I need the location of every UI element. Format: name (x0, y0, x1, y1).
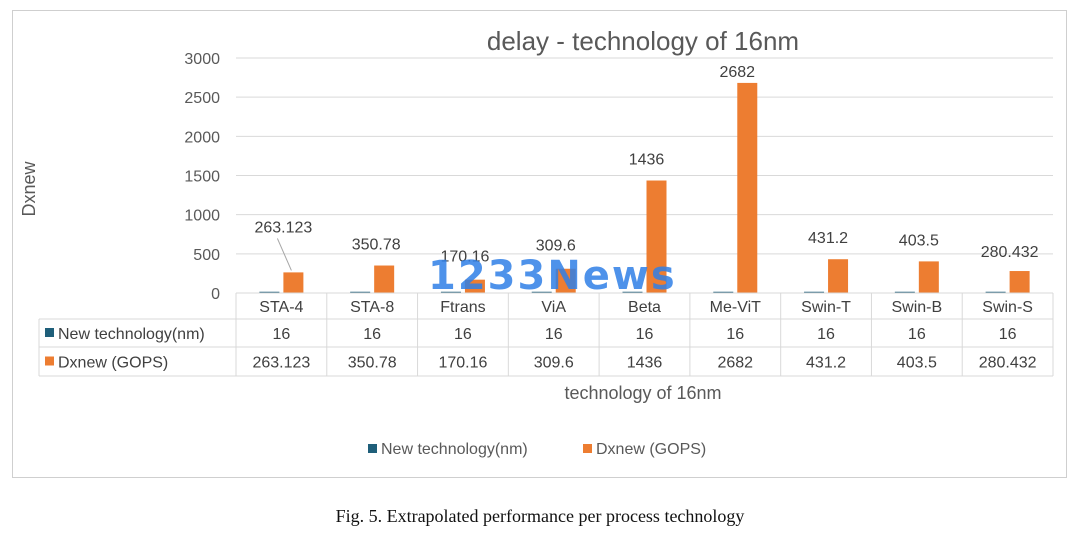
table-cell: 1436 (627, 355, 663, 372)
legend-swatch (583, 444, 592, 453)
table-cell: 16 (363, 326, 381, 343)
data-table: STA-4 STA-8 Ftrans ViA Beta Me-ViT Swin-T Swin-… (38, 292, 1054, 377)
data-label: 350.78 (352, 237, 401, 254)
legend: New technology(nm) Dxnew (GOPS) (368, 441, 706, 458)
x-axis-label: technology of 16nm (564, 383, 721, 403)
table-cell: 431.2 (806, 355, 846, 372)
figure-caption: Fig. 5. Extrapolated performance per pro… (335, 506, 745, 526)
data-label: 2682 (719, 64, 755, 81)
data-label: 263.123 (254, 219, 312, 236)
data-label: 431.2 (808, 230, 848, 247)
data-label: 309.6 (536, 238, 576, 255)
chart-title: delay - technology of 16nm (487, 26, 799, 56)
bar-dxnew (737, 82, 758, 293)
bar-dxnew (374, 265, 395, 293)
bar-new-technology (804, 291, 825, 293)
legend-label: New technology(nm) (381, 441, 528, 458)
bar-new-technology (894, 291, 915, 293)
table-cell: 350.78 (348, 355, 397, 372)
gridlines (236, 57, 1053, 294)
table-cell: 263.123 (252, 355, 310, 372)
bar-chart: delay - technology of 16nm Dxnew 0 500 100… (19, 26, 1054, 458)
bar-new-technology (713, 291, 734, 293)
table-cell: 16 (454, 326, 472, 343)
bar-dxnew (918, 261, 939, 293)
y-axis-ticks: 0 500 1000 1500 2000 2500 3000 (184, 51, 220, 303)
table-cell: 16 (545, 326, 563, 343)
bar-dxnew (464, 279, 485, 293)
data-label: 403.5 (899, 232, 939, 249)
legend-swatch (368, 444, 377, 453)
data-label: 170.16 (440, 249, 489, 266)
legend-label: Dxnew (GOPS) (596, 441, 706, 458)
table-cell: 2682 (717, 355, 753, 372)
table-cell: 16 (999, 326, 1017, 343)
table-legend-key (45, 356, 54, 366)
category-label: Swin-B (891, 299, 942, 316)
y-tick-label: 1500 (184, 169, 220, 186)
table-cell: 16 (908, 326, 926, 343)
table-cell: 280.432 (979, 355, 1037, 372)
bar-new-technology (440, 291, 461, 293)
bar-dxnew (555, 268, 576, 293)
data-label-leader (276, 238, 292, 271)
category-label: Swin-S (982, 299, 1033, 316)
table-legend-key (45, 328, 54, 337)
table-cell: 403.5 (897, 355, 937, 372)
table-cell: 16 (726, 326, 744, 343)
category-label: ViA (541, 299, 566, 316)
y-tick-label: 0 (211, 286, 220, 303)
category-label: Swin-T (801, 299, 851, 316)
y-tick-label: 2000 (184, 129, 220, 146)
y-tick-label: 3000 (184, 51, 220, 68)
table-cell: 170.16 (438, 355, 487, 372)
bar-dxnew (646, 180, 667, 293)
category-label: Ftrans (440, 299, 485, 316)
table-series-name: New technology(nm) (58, 326, 205, 343)
table-cell: 16 (636, 326, 654, 343)
data-labels: 263.123 350.78 170.16 309.6 1436 2682 431.2 403… (254, 64, 1039, 271)
bar-new-technology (259, 291, 280, 293)
watermark-logo: 1233News (428, 253, 677, 299)
bar-dxnew (283, 272, 304, 293)
y-tick-label: 1000 (184, 208, 220, 225)
category-label: STA-8 (350, 299, 394, 316)
bar-dxnew (1009, 271, 1030, 293)
y-axis-label: Dxnew (19, 160, 39, 216)
table-cell: 16 (272, 326, 290, 343)
bar-new-technology (531, 291, 552, 293)
y-tick-label: 500 (193, 247, 220, 264)
bar-dxnew (828, 259, 849, 293)
table-cell: 16 (817, 326, 835, 343)
data-label: 1436 (629, 152, 665, 169)
y-tick-label: 2500 (184, 90, 220, 107)
table-series-name: Dxnew (GOPS) (58, 355, 168, 372)
category-label: Me-ViT (710, 299, 761, 316)
bar-new-technology (350, 291, 371, 293)
bar-new-technology (622, 291, 643, 293)
data-label: 280.432 (981, 244, 1039, 261)
table-cell: 309.6 (534, 355, 574, 372)
bars (259, 82, 1030, 293)
bar-new-technology (985, 291, 1006, 293)
category-label: Beta (628, 299, 661, 316)
category-label: STA-4 (259, 299, 303, 316)
chart-frame: delay - technology of 16nm Dxnew 0 500 100… (12, 10, 1067, 478)
